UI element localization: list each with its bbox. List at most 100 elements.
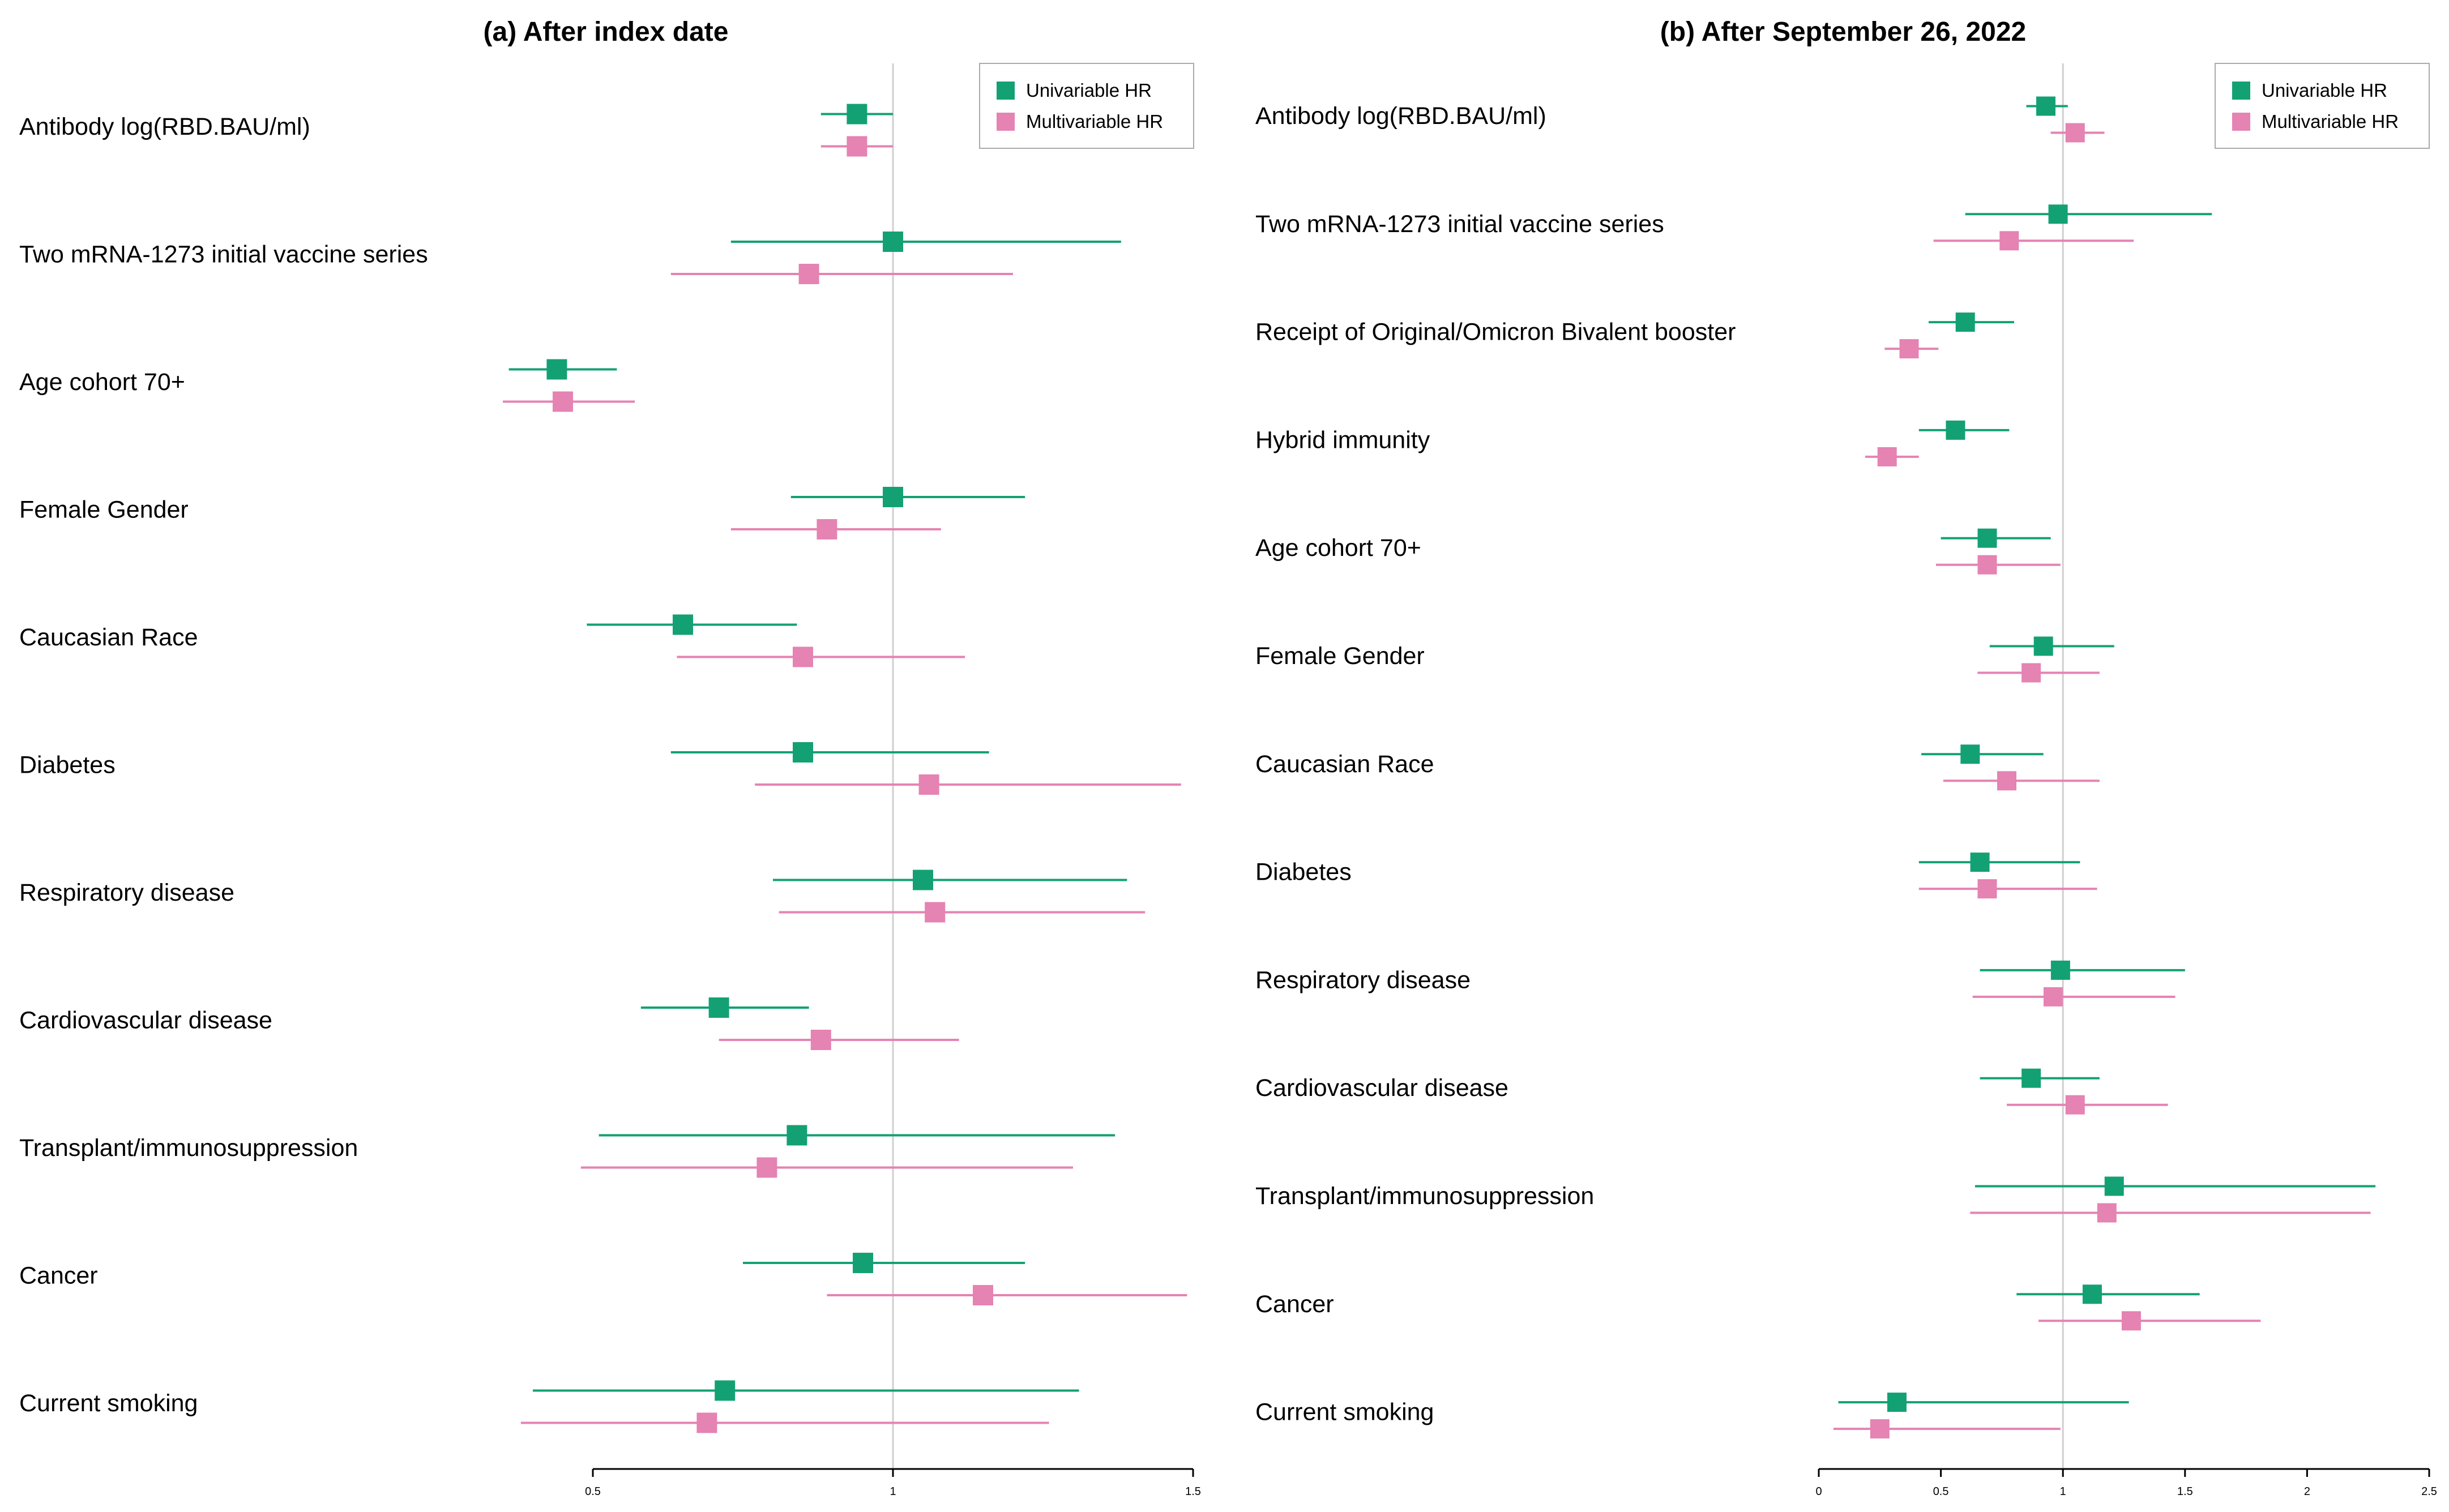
row-label: Antibody log(RBD.BAU/ml) bbox=[19, 113, 310, 140]
forest-row: Current smoking bbox=[1255, 1393, 2129, 1439]
univariable-hr-marker bbox=[913, 869, 933, 890]
row-label: Caucasian Race bbox=[19, 624, 198, 651]
chart-title: (b) After September 26, 2022 bbox=[1660, 17, 2026, 47]
univariable-hr-marker bbox=[883, 487, 903, 507]
univariable-hr-marker bbox=[1946, 420, 1965, 440]
row-label: Cancer bbox=[19, 1262, 98, 1290]
multivariable-hr-marker bbox=[847, 136, 867, 157]
panel-a: (a) After index date Antibody log(RBD.BAU… bbox=[19, 17, 1201, 1498]
univariable-hr-marker bbox=[2104, 1176, 2124, 1196]
legend: Univariable HR Multivariable HR bbox=[979, 63, 1194, 149]
forest-row: Caucasian Race bbox=[19, 614, 965, 667]
forest-row: Female Gender bbox=[19, 487, 1025, 539]
x-tick-label: 2 bbox=[2304, 1485, 2310, 1498]
univariable-hr-marker bbox=[1955, 312, 1975, 332]
row-label: Antibody log(RBD.BAU/ml) bbox=[1255, 102, 1546, 130]
univariable-hr-marker bbox=[1960, 744, 1980, 764]
x-tick-label: 1 bbox=[2060, 1485, 2066, 1498]
multivariable-hr-marker bbox=[1877, 447, 1897, 466]
multivariable-hr-marker bbox=[817, 519, 837, 539]
legend-box bbox=[979, 63, 1194, 149]
forest-row: Diabetes bbox=[19, 742, 1181, 795]
univariable-hr-marker bbox=[2048, 204, 2068, 224]
row-label: Diabetes bbox=[19, 752, 116, 779]
univariable-hr-marker bbox=[673, 614, 693, 635]
row-label: Cancer bbox=[1255, 1291, 1334, 1318]
forest-row: Receipt of Original/Omicron Bivalent boo… bbox=[1255, 312, 2014, 359]
legend-label: Univariable HR bbox=[1026, 80, 1152, 101]
forest-row: Caucasian Race bbox=[1255, 744, 2100, 791]
forest-row: Cardiovascular disease bbox=[1255, 1068, 2168, 1115]
x-tick-label: 1 bbox=[890, 1485, 896, 1498]
x-tick-label: 0.5 bbox=[1933, 1485, 1949, 1498]
multivariable-hr-marker bbox=[2021, 663, 2041, 683]
x-tick-label: 0.5 bbox=[585, 1485, 601, 1498]
univariable-hr-marker bbox=[2036, 96, 2056, 116]
univariable-hr-marker bbox=[853, 1253, 873, 1273]
row-label: Transplant/immunosuppression bbox=[19, 1134, 358, 1162]
multivariable-hr-marker bbox=[1977, 879, 1997, 899]
multivariable-hr-marker bbox=[973, 1285, 993, 1305]
forest-row: Female Gender bbox=[1255, 636, 2114, 683]
univariable-hr-marker bbox=[2082, 1284, 2102, 1304]
forest-row: Cancer bbox=[19, 1253, 1187, 1305]
multivariable-legend-swatch bbox=[997, 113, 1015, 131]
row-label: Current smoking bbox=[1255, 1399, 1434, 1426]
multivariable-hr-marker bbox=[918, 774, 939, 795]
forest-row: Antibody log(RBD.BAU/ml) bbox=[19, 104, 893, 157]
x-axis: 0 0.5 1 1.5 2 2.5 bbox=[1815, 1468, 2437, 1498]
forest-row: Age cohort 70+ bbox=[19, 359, 635, 412]
chart-title: (a) After index date bbox=[484, 17, 729, 47]
forest-row: Respiratory disease bbox=[19, 869, 1146, 923]
forest-row: Two mRNA-1273 initial vaccine series bbox=[19, 232, 1121, 284]
univariable-hr-marker bbox=[847, 104, 867, 125]
univariable-hr-marker bbox=[787, 1125, 807, 1146]
multivariable-hr-marker bbox=[2043, 987, 2063, 1006]
univariable-hr-marker bbox=[2021, 1068, 2041, 1088]
row-label: Caucasian Race bbox=[1255, 751, 1434, 778]
legend: Univariable HR Multivariable HR bbox=[2215, 63, 2430, 149]
multivariable-hr-marker bbox=[793, 646, 813, 667]
univariable-hr-marker bbox=[2050, 960, 2070, 980]
multivariable-hr-marker bbox=[1999, 231, 2019, 251]
row-label: Cardiovascular disease bbox=[19, 1007, 272, 1034]
multivariable-hr-marker bbox=[798, 264, 819, 284]
row-label: Age cohort 70+ bbox=[19, 369, 185, 396]
x-axis: 0.5 1 1.5 bbox=[585, 1468, 1201, 1498]
row-label: Age cohort 70+ bbox=[1255, 534, 1421, 562]
multivariable-hr-marker bbox=[553, 391, 573, 412]
row-label: Two mRNA-1273 initial vaccine series bbox=[1255, 211, 1664, 238]
univariable-hr-marker bbox=[546, 359, 567, 380]
forest-row: Transplant/immunosuppression bbox=[19, 1125, 1115, 1178]
row-label: Respiratory disease bbox=[1255, 966, 1471, 993]
univariable-hr-marker bbox=[793, 742, 813, 763]
multivariable-hr-marker bbox=[1997, 771, 2017, 791]
legend-label: Multivariable HR bbox=[2262, 111, 2399, 132]
row-label: Receipt of Original/Omicron Bivalent boo… bbox=[1255, 319, 1736, 346]
row-label: Respiratory disease bbox=[19, 879, 234, 906]
forest-row: Cardiovascular disease bbox=[19, 997, 959, 1050]
forest-row: Diabetes bbox=[1255, 853, 2097, 899]
forest-row: Respiratory disease bbox=[1255, 960, 2185, 1006]
legend-label: Multivariable HR bbox=[1026, 111, 1163, 132]
multivariable-hr-marker bbox=[2097, 1203, 2117, 1223]
multivariable-hr-marker bbox=[810, 1030, 831, 1050]
panel-b: (b) After September 26, 2022 Antibody log… bbox=[1255, 17, 2437, 1498]
x-tick-label: 2.5 bbox=[2421, 1485, 2437, 1498]
multivariable-hr-marker bbox=[757, 1157, 777, 1178]
univariable-hr-marker bbox=[883, 232, 903, 252]
x-tick-label: 1.5 bbox=[1185, 1485, 1201, 1498]
forest-row: Cancer bbox=[1255, 1284, 2261, 1331]
row-label: Transplant/immunosuppression bbox=[1255, 1183, 1594, 1210]
forest-row: Antibody log(RBD.BAU/ml) bbox=[1255, 96, 2105, 143]
multivariable-hr-marker bbox=[1870, 1419, 1890, 1439]
row-label: Two mRNA-1273 initial vaccine series bbox=[19, 241, 428, 268]
multivariable-hr-marker bbox=[1899, 339, 1919, 359]
multivariable-hr-marker bbox=[2065, 1095, 2085, 1115]
multivariable-hr-marker bbox=[2121, 1311, 2141, 1331]
row-label: Cardiovascular disease bbox=[1255, 1074, 1508, 1102]
row-label: Diabetes bbox=[1255, 859, 1352, 886]
x-tick-label: 0 bbox=[1815, 1485, 1822, 1498]
forest-row: Hybrid immunity bbox=[1255, 420, 2010, 466]
